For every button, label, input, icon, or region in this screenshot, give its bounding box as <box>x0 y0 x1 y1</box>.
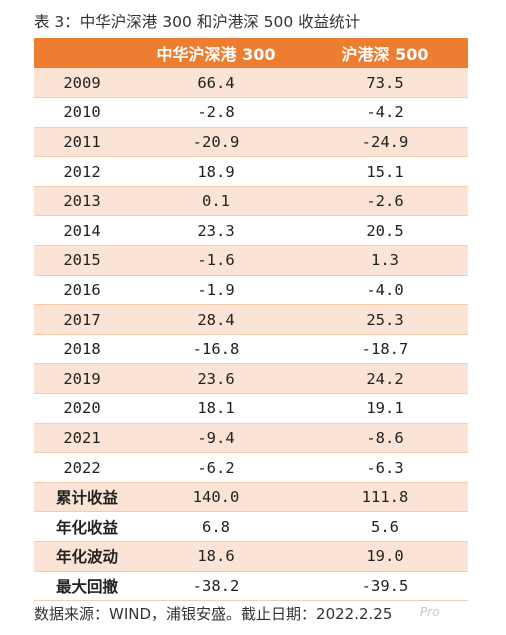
row-label: 累计收益 <box>34 482 130 513</box>
row-label: 2011 <box>34 127 130 158</box>
csi-300-value: 0.1 <box>130 186 302 217</box>
csi-300-value: 28.4 <box>130 304 302 335</box>
row-label: 年化波动 <box>34 541 130 572</box>
hk-500-value: 73.5 <box>302 68 468 99</box>
hk-500-value: -8.6 <box>302 423 468 454</box>
table-row: 2010 -2.8 -4.2 <box>34 97 468 128</box>
hk-500-value: -18.7 <box>302 334 468 365</box>
table-row: 2012 18.9 15.1 <box>34 156 468 187</box>
summary-row: 最大回撤 -38.2 -39.5 <box>34 571 468 602</box>
csi-300-value: 23.6 <box>130 363 302 395</box>
table-row: 2018 -16.8 -18.7 <box>34 334 468 365</box>
row-label: 2009 <box>34 68 130 99</box>
summary-row: 累计收益 140.0 111.8 <box>34 482 468 513</box>
hk-500-value: 1.3 <box>302 245 468 276</box>
data-source-note: 数据来源：WIND，浦银安盛。截止日期：2022.2.25 <box>34 605 393 623</box>
csi-300-value: -2.8 <box>130 97 302 128</box>
table-row: 2011 -20.9 -24.9 <box>34 127 468 158</box>
row-label: 2022 <box>34 452 130 483</box>
row-label: 2010 <box>34 97 130 128</box>
csi-300-value: 18.9 <box>130 156 302 187</box>
header-blank <box>34 38 130 68</box>
hk-500-value: 24.2 <box>302 363 468 395</box>
row-label: 2014 <box>34 215 130 247</box>
hk-500-value: -39.5 <box>302 571 468 602</box>
header-row: 中华沪深港 300 沪港深 500 <box>34 38 468 68</box>
row-label: 2018 <box>34 334 130 365</box>
row-label: 2021 <box>34 423 130 454</box>
hk-500-value: 19.0 <box>302 541 468 572</box>
csi-300-value: -20.9 <box>130 127 302 158</box>
hk-500-value: -24.9 <box>302 127 468 158</box>
row-label: 2016 <box>34 275 130 306</box>
table-row: 2019 23.6 24.2 <box>34 363 468 395</box>
summary-row: 年化波动 18.6 19.0 <box>34 541 468 572</box>
csi-300-value: 6.8 <box>130 511 302 542</box>
table-row: 2017 28.4 25.3 <box>34 304 468 335</box>
returns-table: 中华沪深港 300 沪港深 500 2009 66.4 73.5 2010 -2.8-… <box>34 38 468 602</box>
csi-300-value: 18.6 <box>130 541 302 572</box>
row-label: 年化收益 <box>34 511 130 542</box>
csi-300-value: -38.2 <box>130 571 302 602</box>
hk-500-value: 19.1 <box>302 393 468 424</box>
hk-500-value: 25.3 <box>302 304 468 335</box>
row-label: 2013 <box>34 186 130 217</box>
table-row: 2020 18.1 19.1 <box>34 393 468 424</box>
table-row: 2022 -6.2 -6.3 <box>34 452 468 483</box>
table-row: 2014 23.3 20.5 <box>34 215 468 247</box>
csi-300-value: -1.9 <box>130 275 302 306</box>
csi-300-value: -9.4 <box>130 423 302 454</box>
hk-500-value: 111.8 <box>302 482 468 513</box>
csi-300-value: -16.8 <box>130 334 302 365</box>
csi-300-value: -6.2 <box>130 452 302 483</box>
csi-300-value: 140.0 <box>130 482 302 513</box>
hk-500-value: -2.6 <box>302 186 468 217</box>
summary-row: 年化收益 6.8 5.6 <box>34 511 468 542</box>
header-csi-300: 中华沪深港 300 <box>156 45 276 64</box>
table-row: 2013 0.1 -2.6 <box>34 186 468 217</box>
row-label: 2017 <box>34 304 130 335</box>
hk-500-value: 15.1 <box>302 156 468 187</box>
csi-300-value: 23.3 <box>130 215 302 247</box>
csi-300-value: 66.4 <box>130 68 302 99</box>
header-hk-500: 沪港深 500 <box>341 45 429 64</box>
hk-500-value: -6.3 <box>302 452 468 483</box>
hk-500-value: -4.0 <box>302 275 468 306</box>
hk-500-value: 5.6 <box>302 511 468 542</box>
table-row: 2021 -9.4 -8.6 <box>34 423 468 454</box>
row-label: 2015 <box>34 245 130 276</box>
row-label: 最大回撤 <box>34 571 130 602</box>
csi-300-value: -1.6 <box>130 245 302 276</box>
table-row: 2016 -1.9 -4.0 <box>34 275 468 306</box>
row-label: 2019 <box>34 363 130 395</box>
table-row: 2009 66.4 73.5 <box>34 68 468 99</box>
csi-300-value: 18.1 <box>130 393 302 424</box>
hk-500-value: -4.2 <box>302 97 468 128</box>
watermark: Pro <box>420 605 440 619</box>
table-row: 2015 -1.6 1.3 <box>34 245 468 276</box>
row-label: 2020 <box>34 393 130 424</box>
row-label: 2012 <box>34 156 130 187</box>
table-caption: 表 3：中华沪深港 300 和沪港深 500 收益统计 <box>34 13 361 31</box>
hk-500-value: 20.5 <box>302 215 468 247</box>
